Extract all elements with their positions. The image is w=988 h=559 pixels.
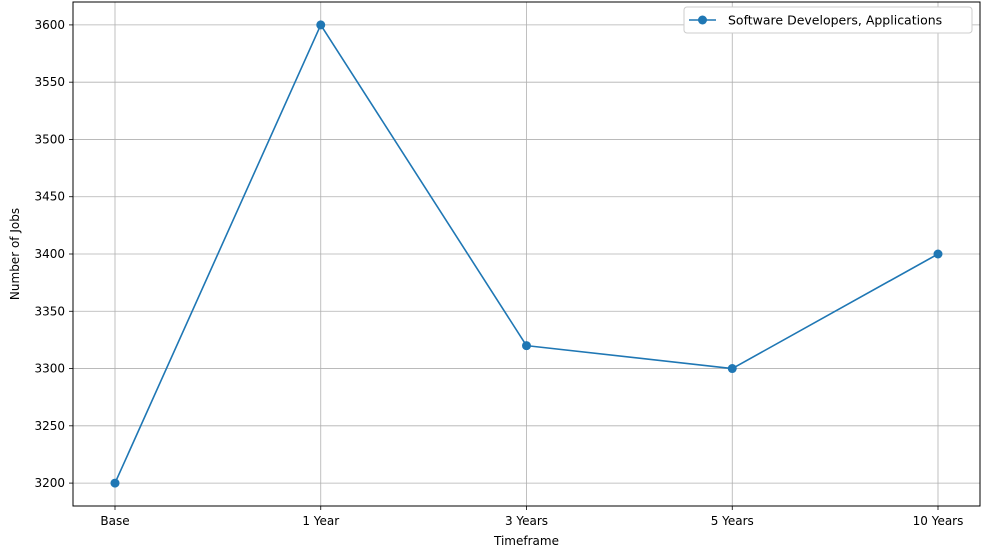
data-point: [933, 249, 943, 259]
y-tick-label: 3200: [34, 476, 65, 490]
x-tick-label: 1 Year: [302, 514, 339, 528]
y-axis: 3200 3250 3300 3350 3400 3450 3500 3550 3600: [34, 18, 73, 490]
y-tick-label: 3300: [34, 362, 65, 376]
series-layer: [110, 20, 943, 488]
x-tick-label: 10 Years: [913, 514, 964, 528]
y-tick-label: 3250: [34, 419, 65, 433]
y-tick-label: 3550: [34, 75, 65, 89]
x-tick-label: 3 Years: [505, 514, 548, 528]
y-tick-label: 3400: [34, 247, 65, 261]
data-point: [522, 341, 531, 351]
x-axis: Base 1 Year 3 Years 5 Years 10 Years: [100, 506, 963, 528]
y-tick-label: 3350: [34, 304, 65, 318]
y-tick-label: 3500: [34, 132, 65, 146]
data-point: [110, 478, 120, 488]
data-point: [316, 20, 326, 30]
legend-series-label: Software Developers, Applications: [728, 13, 942, 28]
x-axis-label: Timeframe: [493, 534, 559, 548]
legend-marker-swatch: [698, 15, 707, 25]
data-point: [727, 364, 737, 374]
grid: [73, 2, 980, 506]
legend: Software Developers, Applications: [683, 6, 973, 34]
x-tick-label: 5 Years: [711, 514, 754, 528]
legend-box: [683, 6, 973, 34]
y-tick-label: 3450: [34, 190, 65, 204]
y-axis-label: Number of Jobs: [8, 208, 22, 300]
y-tick-label: 3600: [34, 18, 65, 32]
x-tick-label: Base: [100, 514, 129, 528]
